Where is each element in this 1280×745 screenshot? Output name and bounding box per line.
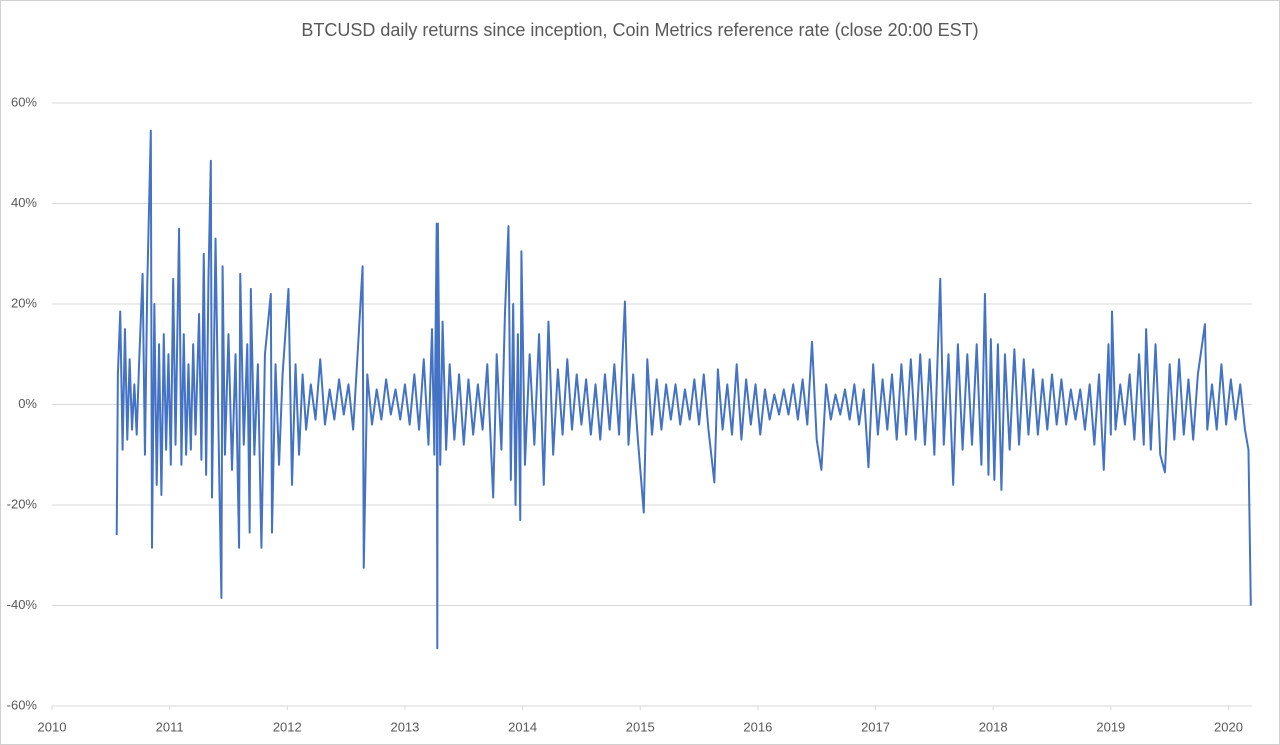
x-tick-label: 2017	[861, 719, 890, 734]
x-tick-label: 2013	[390, 719, 419, 734]
y-tick-label: 60%	[11, 94, 37, 109]
x-tick-label: 2018	[979, 719, 1008, 734]
x-tick-label: 2011	[156, 719, 184, 734]
y-tick-label: 0%	[18, 396, 37, 411]
y-tick-label: -60%	[7, 697, 38, 712]
x-tick-label: 2019	[1096, 719, 1125, 734]
x-tick-label: 2014	[508, 719, 537, 734]
y-tick-label: -40%	[7, 597, 38, 612]
x-tick-label: 2020	[1214, 719, 1243, 734]
y-tick-label: 40%	[11, 195, 37, 210]
y-tick-label: -20%	[7, 496, 38, 511]
x-tick-label: 2016	[743, 719, 772, 734]
x-tick-label: 2012	[273, 719, 302, 734]
y-tick-label: 20%	[11, 295, 37, 310]
chart-title: BTCUSD daily returns since inception, Co…	[301, 20, 978, 40]
x-tick-label: 2010	[38, 719, 67, 734]
x-tick-label: 2015	[626, 719, 655, 734]
series-line	[115, 129, 1252, 650]
